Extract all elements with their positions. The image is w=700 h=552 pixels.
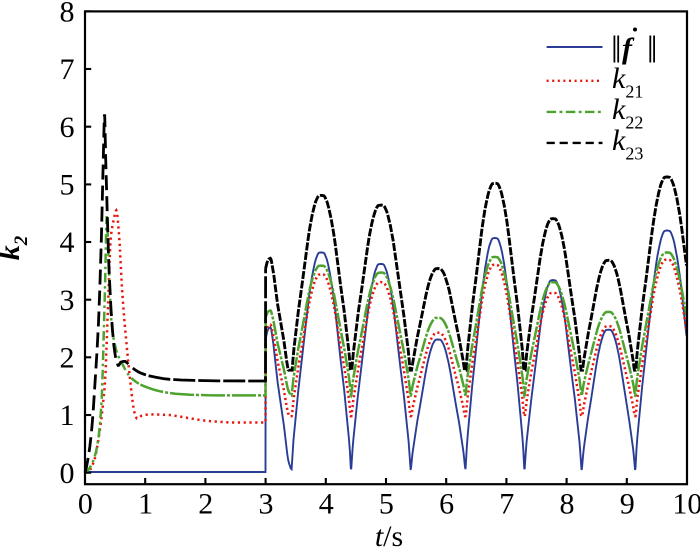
- svg-text:8: 8: [60, 0, 75, 29]
- svg-text:10: 10: [672, 488, 700, 521]
- svg-text:0: 0: [78, 488, 93, 521]
- svg-text:8: 8: [560, 488, 575, 521]
- svg-text:9: 9: [620, 488, 635, 521]
- svg-text:5: 5: [379, 488, 394, 521]
- svg-text:t/s: t/s: [375, 520, 403, 547]
- svg-text:6: 6: [60, 111, 75, 144]
- svg-text:f: f: [622, 32, 635, 65]
- svg-text:3: 3: [259, 488, 274, 521]
- svg-text:1: 1: [138, 488, 153, 521]
- svg-text:k23: k23: [612, 124, 643, 164]
- svg-text:6: 6: [439, 488, 454, 521]
- svg-text:5: 5: [60, 169, 75, 202]
- svg-text:3: 3: [60, 284, 75, 317]
- svg-text:4: 4: [60, 226, 75, 259]
- svg-text:7: 7: [499, 488, 514, 521]
- svg-text:1: 1: [60, 399, 75, 432]
- svg-text:4: 4: [319, 488, 334, 521]
- svg-text:7: 7: [60, 53, 75, 86]
- svg-text:2: 2: [60, 342, 75, 375]
- svg-text:0: 0: [60, 457, 75, 490]
- svg-text:2: 2: [198, 488, 213, 521]
